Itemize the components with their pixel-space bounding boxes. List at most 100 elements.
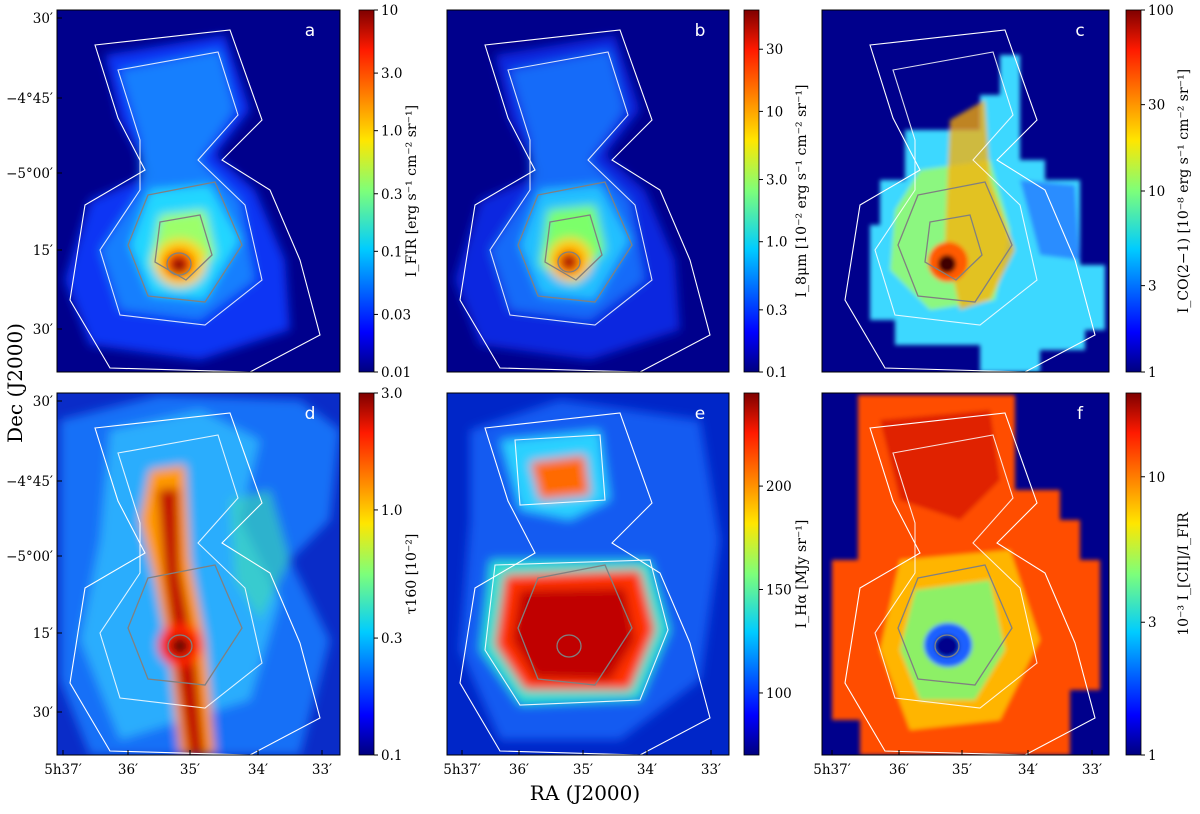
colorbar-f bbox=[1125, 392, 1142, 756]
colorbar-tick-label: 30 bbox=[1148, 98, 1165, 114]
ra-tick-label: 36′ bbox=[118, 762, 138, 778]
colorbar-tick-label: 0.3 bbox=[381, 187, 402, 203]
y-axis-label: Dec (J2000) bbox=[3, 323, 27, 443]
colorbar-tick-label: 3.0 bbox=[381, 386, 402, 402]
ra-tick-label: 33′ bbox=[1082, 762, 1102, 778]
panel-e: e 200 150 100 I_Hα [MJy sr⁻¹] bbox=[446, 392, 810, 756]
colorbar-b-label: I_8μm [10⁻² erg s⁻¹ cm⁻² sr⁻¹] bbox=[794, 85, 810, 298]
colorbar-tick-label: 3 bbox=[1148, 279, 1157, 295]
dec-axis-ticks: 30′ −4°45′ −5°00′ 15′ 30′ 30′ −4°45′ −5°00′ 15′ 3… bbox=[6, 11, 62, 721]
colorbar-tick-label: 0.3 bbox=[766, 303, 787, 319]
colorbar-tick-label: 0.3 bbox=[381, 631, 402, 647]
colorbar-tick-label: 3.0 bbox=[766, 173, 787, 189]
ra-tick-label: 33′ bbox=[312, 762, 332, 778]
colorbar-tick-label: 3.0 bbox=[381, 66, 402, 82]
colorbar-e-ticks: 200 150 100 bbox=[759, 479, 792, 702]
ra-tick-label: 35′ bbox=[180, 762, 200, 778]
colorbar-tick-label: 1.0 bbox=[381, 124, 402, 140]
colorbar-d bbox=[358, 392, 375, 756]
panel-e-map bbox=[447, 393, 729, 755]
dec-tick-label: −4°45′ bbox=[6, 91, 53, 107]
panel-c: c 100 30 10 3 1 I_CO(2−1) [10⁻⁸ erg s⁻¹ cm⁻²… bbox=[821, 3, 1192, 381]
panel-f-letter: f bbox=[1077, 404, 1084, 424]
dec-tick-label: 30′ bbox=[33, 322, 53, 338]
colorbar-tick-label: 200 bbox=[766, 479, 792, 495]
colorbar-a-ticks: 10 3.0 1.0 0.3 0.1 0.03 0.01 bbox=[374, 3, 411, 381]
panel-f-frame bbox=[821, 392, 1110, 756]
colorbar-tick-label: 0.1 bbox=[381, 748, 402, 764]
colorbar-tick-label: 0.01 bbox=[381, 365, 411, 381]
dec-tick-label: −5°00′ bbox=[6, 549, 53, 565]
colorbar-b bbox=[743, 9, 760, 373]
colorbar-d-label: τ160 [10⁻²] bbox=[404, 534, 420, 615]
colorbar-tick-label: 1 bbox=[1148, 365, 1157, 381]
dec-tick-label: 15′ bbox=[33, 243, 53, 259]
panel-d-map bbox=[57, 393, 340, 755]
colorbar-e bbox=[743, 392, 760, 756]
dec-tick-label: 30′ bbox=[33, 394, 53, 410]
ra-tick-label: 5h37′ bbox=[813, 762, 851, 778]
panel-e-letter: e bbox=[695, 404, 705, 424]
panel-d-letter: d bbox=[305, 404, 316, 424]
colorbar-a bbox=[358, 9, 375, 373]
dec-tick-label: −5°00′ bbox=[6, 166, 53, 182]
colorbar-a-label: I_FIR [erg s⁻¹ cm⁻² sr⁻¹] bbox=[404, 105, 420, 277]
colorbar-c-label: I_CO(2−1) [10⁻⁸ erg s⁻¹ cm⁻² sr⁻¹] bbox=[1176, 69, 1192, 313]
dec-tick-label: −4°45′ bbox=[6, 474, 53, 490]
colorbar-tick-label: 3 bbox=[1148, 615, 1157, 631]
colorbar-c bbox=[1125, 9, 1142, 373]
colorbar-tick-label: 10 bbox=[1148, 470, 1165, 486]
ra-tick-label: 5h37′ bbox=[44, 762, 82, 778]
colorbar-e-label: I_Hα [MJy sr⁻¹] bbox=[794, 520, 810, 629]
panel-b-letter: b bbox=[695, 21, 706, 41]
ra-tick-label: 35′ bbox=[573, 762, 593, 778]
colorbar-tick-label: 150 bbox=[766, 583, 792, 599]
colorbar-c-ticks: 100 30 10 3 1 bbox=[1141, 3, 1174, 381]
colorbar-tick-label: 0.03 bbox=[381, 307, 411, 323]
colorbar-tick-label: 10 bbox=[1148, 184, 1165, 200]
colorbar-tick-label: 100 bbox=[766, 686, 792, 702]
colorbar-d-ticks: 3.0 1.0 0.3 0.1 bbox=[374, 386, 402, 764]
colorbar-tick-label: 30 bbox=[766, 42, 783, 58]
panel-a-map bbox=[57, 10, 340, 372]
panel-c-map bbox=[822, 10, 1109, 372]
dec-tick-label: 30′ bbox=[33, 11, 53, 27]
ra-tick-label: 34′ bbox=[1018, 762, 1038, 778]
panel-c-letter: c bbox=[1075, 21, 1084, 41]
ra-tick-label: 33′ bbox=[701, 762, 721, 778]
panel-b-frame bbox=[446, 9, 730, 373]
dec-tick-label: 15′ bbox=[33, 626, 53, 642]
ra-tick-label: 35′ bbox=[952, 762, 972, 778]
ra-axis-ticks: 5h37′ 36′ 35′ 34′ 33′ 5h37′ 36′ 35′ 34′ 33′ 5h37′ 3… bbox=[44, 750, 1102, 778]
panel-d: d 3.0 1.0 0.3 0.1 τ160 [10⁻²] bbox=[56, 386, 420, 764]
panel-b-map bbox=[447, 10, 729, 372]
colorbar-tick-label: 10 bbox=[766, 104, 783, 120]
colorbar-tick-label: 1 bbox=[1148, 748, 1157, 764]
ra-tick-label: 34′ bbox=[637, 762, 657, 778]
colorbar-b-ticks: 30 10 3.0 1.0 0.3 0.1 bbox=[759, 42, 787, 381]
colorbar-f-label: 10⁻³ I_[CII]/I_FIR bbox=[1176, 512, 1192, 636]
ra-tick-label: 34′ bbox=[248, 762, 268, 778]
colorbar-tick-label: 1.0 bbox=[766, 235, 787, 251]
panel-f-map bbox=[822, 393, 1109, 755]
colorbar-f-ticks: 10 3 1 bbox=[1141, 470, 1165, 764]
colorbar-tick-label: 10 bbox=[381, 3, 398, 19]
ra-tick-label: 36′ bbox=[509, 762, 529, 778]
panel-b: b 30 10 3.0 1.0 0.3 0.1 I_8μm [10⁻² erg s⁻¹ c… bbox=[446, 9, 810, 381]
panel-a-frame bbox=[56, 9, 341, 373]
panel-a-letter: a bbox=[305, 21, 315, 41]
ra-tick-label: 5h37′ bbox=[443, 762, 481, 778]
ra-tick-label: 36′ bbox=[889, 762, 909, 778]
x-axis-label: RA (J2000) bbox=[530, 781, 640, 805]
colorbar-tick-label: 100 bbox=[1148, 3, 1174, 19]
panel-c-frame bbox=[821, 9, 1110, 373]
panel-f: f 10 3 1 10⁻³ I_[CII]/I_FIR bbox=[821, 392, 1192, 764]
panel-e-frame bbox=[446, 392, 730, 756]
dec-tick-label: 30′ bbox=[33, 705, 53, 721]
panel-d-frame bbox=[56, 392, 341, 756]
colorbar-tick-label: 1.0 bbox=[381, 503, 402, 519]
panel-a: a 10 3.0 1.0 0.3 0.1 0.03 0.01 I_FIR [erg s⁻¹ … bbox=[56, 3, 420, 381]
colorbar-tick-label: 0.1 bbox=[766, 365, 787, 381]
colorbar-tick-label: 0.1 bbox=[381, 244, 402, 260]
